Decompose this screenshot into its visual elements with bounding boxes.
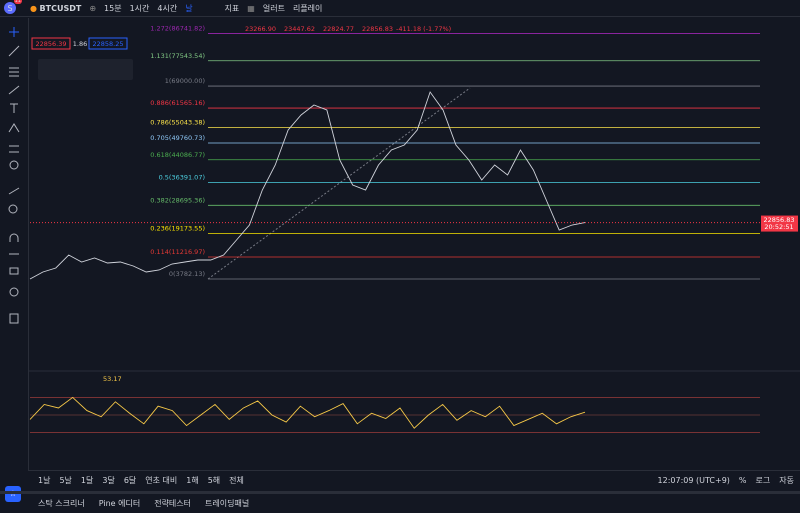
fib-label: 0.705(49760.73) bbox=[150, 134, 205, 142]
series-line bbox=[29, 91, 586, 280]
high: 23447.62 bbox=[284, 25, 315, 33]
tab[interactable]: 전략테스터 bbox=[154, 499, 192, 508]
tab[interactable]: 트레이딩패널 bbox=[205, 499, 250, 508]
fib-label: 0.382(28695.36) bbox=[150, 196, 205, 204]
bottom-tabs: 스탁 스크리너 Pine 에디터 전략테스터 트레이딩패널 bbox=[0, 491, 800, 513]
range-button[interactable]: 5날 bbox=[59, 476, 72, 485]
trend-line bbox=[207, 87, 471, 280]
bid-box bbox=[31, 37, 71, 50]
price-tag-value: 22856.83 bbox=[763, 216, 794, 224]
badge: 11 bbox=[13, 0, 22, 4]
log[interactable]: 로그 bbox=[755, 476, 771, 485]
symbol[interactable]: ● BTCUSDT bbox=[30, 3, 82, 13]
range-button[interactable]: 3달 bbox=[102, 476, 115, 485]
tab[interactable]: 스탁 스크리너 bbox=[38, 499, 85, 508]
fib-label: 1.131(77543.54) bbox=[150, 52, 205, 60]
fib-label: 0.886(61565.16) bbox=[150, 99, 205, 107]
change: -411.18 (-1.77%) bbox=[396, 25, 451, 33]
interval[interactable]: 날 bbox=[185, 3, 193, 13]
top-toolbar: S 11 ● BTCUSDT ⊕ 15분 1시간 4시간 날 지표 ▦ 얼러트 리플레이 bbox=[0, 0, 800, 17]
range-button[interactable]: 6달 bbox=[123, 476, 137, 485]
tool-icons bbox=[8, 27, 20, 324]
fib-label: 1.272(86741.82) bbox=[150, 25, 205, 33]
open: 23266.90 bbox=[245, 25, 276, 33]
percent[interactable]: % bbox=[738, 476, 747, 485]
indicators[interactable]: 지표 bbox=[224, 3, 240, 13]
close: 22856.83 bbox=[362, 25, 393, 33]
bid: 22856.39 bbox=[35, 40, 66, 48]
auto[interactable]: 자동 bbox=[779, 476, 794, 485]
avatar[interactable]: S 11 bbox=[4, 0, 22, 14]
ask: 22858.25 bbox=[92, 40, 123, 48]
price-tag bbox=[761, 215, 798, 232]
range-group: 1날 5날 1달 3달 6달 연초 대비 1해 5해 전체 bbox=[38, 475, 244, 486]
low: 22824.77 bbox=[323, 25, 354, 33]
range-button[interactable]: 1해 bbox=[186, 476, 199, 485]
drawing-toolbar: ☆ bbox=[0, 18, 29, 502]
interval[interactable]: 1시간 bbox=[129, 3, 150, 13]
bottom-bar: 1날 5날 1달 3달 6달 연초 대비 1해 5해 전체 12:07:09 (UTC+9) %… bbox=[28, 470, 800, 490]
price-tag-countdown: 20:52:51 bbox=[764, 223, 793, 231]
quote-box: 22856.39 1.86 22858.25 bbox=[31, 37, 133, 80]
interval-group: 15분 1시간 4시간 날 bbox=[104, 3, 193, 14]
fib-label: 0.618(44086.77) bbox=[150, 151, 205, 159]
layouts[interactable]: ▦ bbox=[247, 3, 255, 13]
tab[interactable]: Pine 에디터 bbox=[98, 499, 141, 508]
draw-panel bbox=[38, 59, 133, 80]
replay[interactable]: 리플레이 bbox=[292, 3, 323, 13]
add-symbol[interactable]: ⊕ bbox=[89, 3, 97, 13]
range-button[interactable]: 전체 bbox=[229, 476, 244, 485]
alert[interactable]: 얼러트 bbox=[262, 3, 285, 13]
avatar-letter: S bbox=[7, 3, 13, 13]
fib-label: 0.236(19173.55) bbox=[150, 224, 205, 232]
interval[interactable]: 4시간 bbox=[157, 3, 178, 13]
ohlc: 23266.90 23447.62 22824.77 22856.83 -411… bbox=[245, 25, 451, 33]
rsi-value: 53.17 bbox=[103, 375, 122, 383]
ask-box bbox=[88, 37, 128, 50]
symbol-text: BTCUSDT bbox=[39, 3, 82, 13]
interval[interactable]: 15분 bbox=[104, 3, 122, 13]
fib-label: 0(3782.13) bbox=[169, 270, 205, 278]
fib-label: 0.114(11216.97) bbox=[150, 248, 205, 256]
spread: 1.86 bbox=[73, 40, 87, 48]
time: 12:07:09 (UTC+9) bbox=[657, 476, 730, 485]
fib-label: 0.5(36391.07) bbox=[159, 174, 205, 182]
range-button[interactable]: 연초 대비 bbox=[145, 476, 178, 485]
fib-label: 1(69000.00) bbox=[165, 77, 205, 85]
range-button[interactable]: 5해 bbox=[207, 476, 221, 485]
range-button[interactable]: 1달 bbox=[80, 476, 94, 485]
chart[interactable]: 22856.39 1.86 22858.25 23266.90 23447.62… bbox=[28, 18, 800, 470]
series-line bbox=[29, 396, 586, 429]
range-button[interactable]: 1날 bbox=[38, 476, 51, 485]
fib-label: 0.786(55043.38) bbox=[150, 118, 205, 126]
